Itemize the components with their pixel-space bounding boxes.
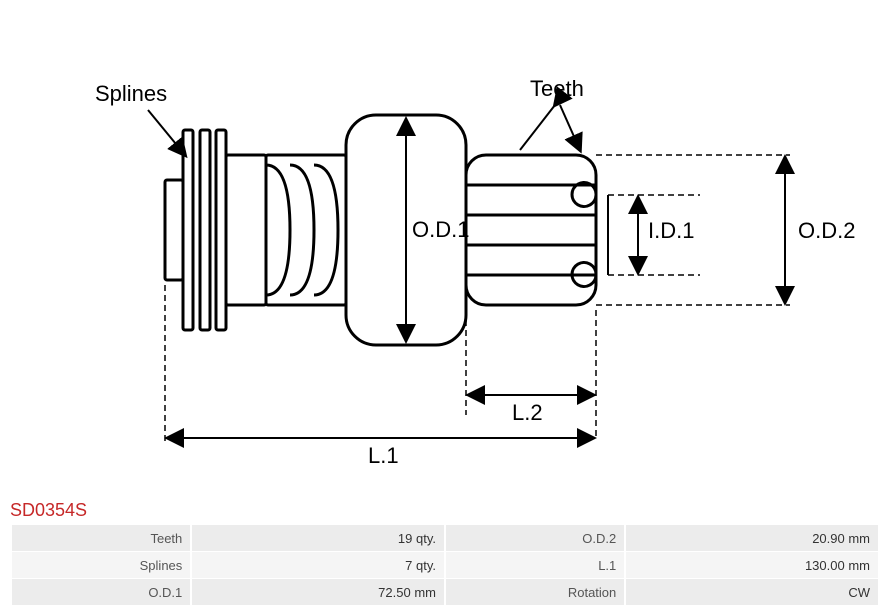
engineering-diagram: Splines Teeth O.D.1 I.D.1 O.D.2 L.2 L.1 xyxy=(0,0,889,495)
label-splines: Splines xyxy=(95,81,167,106)
spec-value: 19 qty. xyxy=(192,525,444,551)
table-row: Teeth 19 qty. O.D.2 20.90 mm xyxy=(12,525,878,551)
spec-value: 7 qty. xyxy=(192,552,444,578)
diagram-panel: Splines Teeth O.D.1 I.D.1 O.D.2 L.2 L.1 xyxy=(0,0,889,495)
label-od1: O.D.1 xyxy=(412,217,469,242)
label-od2: O.D.2 xyxy=(798,218,855,243)
spec-value: CW xyxy=(626,579,878,605)
spec-label: Teeth xyxy=(12,525,190,551)
label-l1: L.1 xyxy=(368,443,399,468)
table-row: O.D.1 72.50 mm Rotation CW xyxy=(12,579,878,605)
spec-label: Rotation xyxy=(446,579,624,605)
label-teeth: Teeth xyxy=(530,76,584,101)
spec-label: O.D.1 xyxy=(12,579,190,605)
label-id1: I.D.1 xyxy=(648,218,694,243)
spec-table: Teeth 19 qty. O.D.2 20.90 mm Splines 7 q… xyxy=(10,524,880,606)
spec-value: 20.90 mm xyxy=(626,525,878,551)
spec-value: 72.50 mm xyxy=(192,579,444,605)
spec-label: L.1 xyxy=(446,552,624,578)
table-row: Splines 7 qty. L.1 130.00 mm xyxy=(12,552,878,578)
spec-value: 130.00 mm xyxy=(626,552,878,578)
label-l2: L.2 xyxy=(512,400,543,425)
part-number: SD0354S xyxy=(10,500,87,521)
spec-label: Splines xyxy=(12,552,190,578)
spec-label: O.D.2 xyxy=(446,525,624,551)
